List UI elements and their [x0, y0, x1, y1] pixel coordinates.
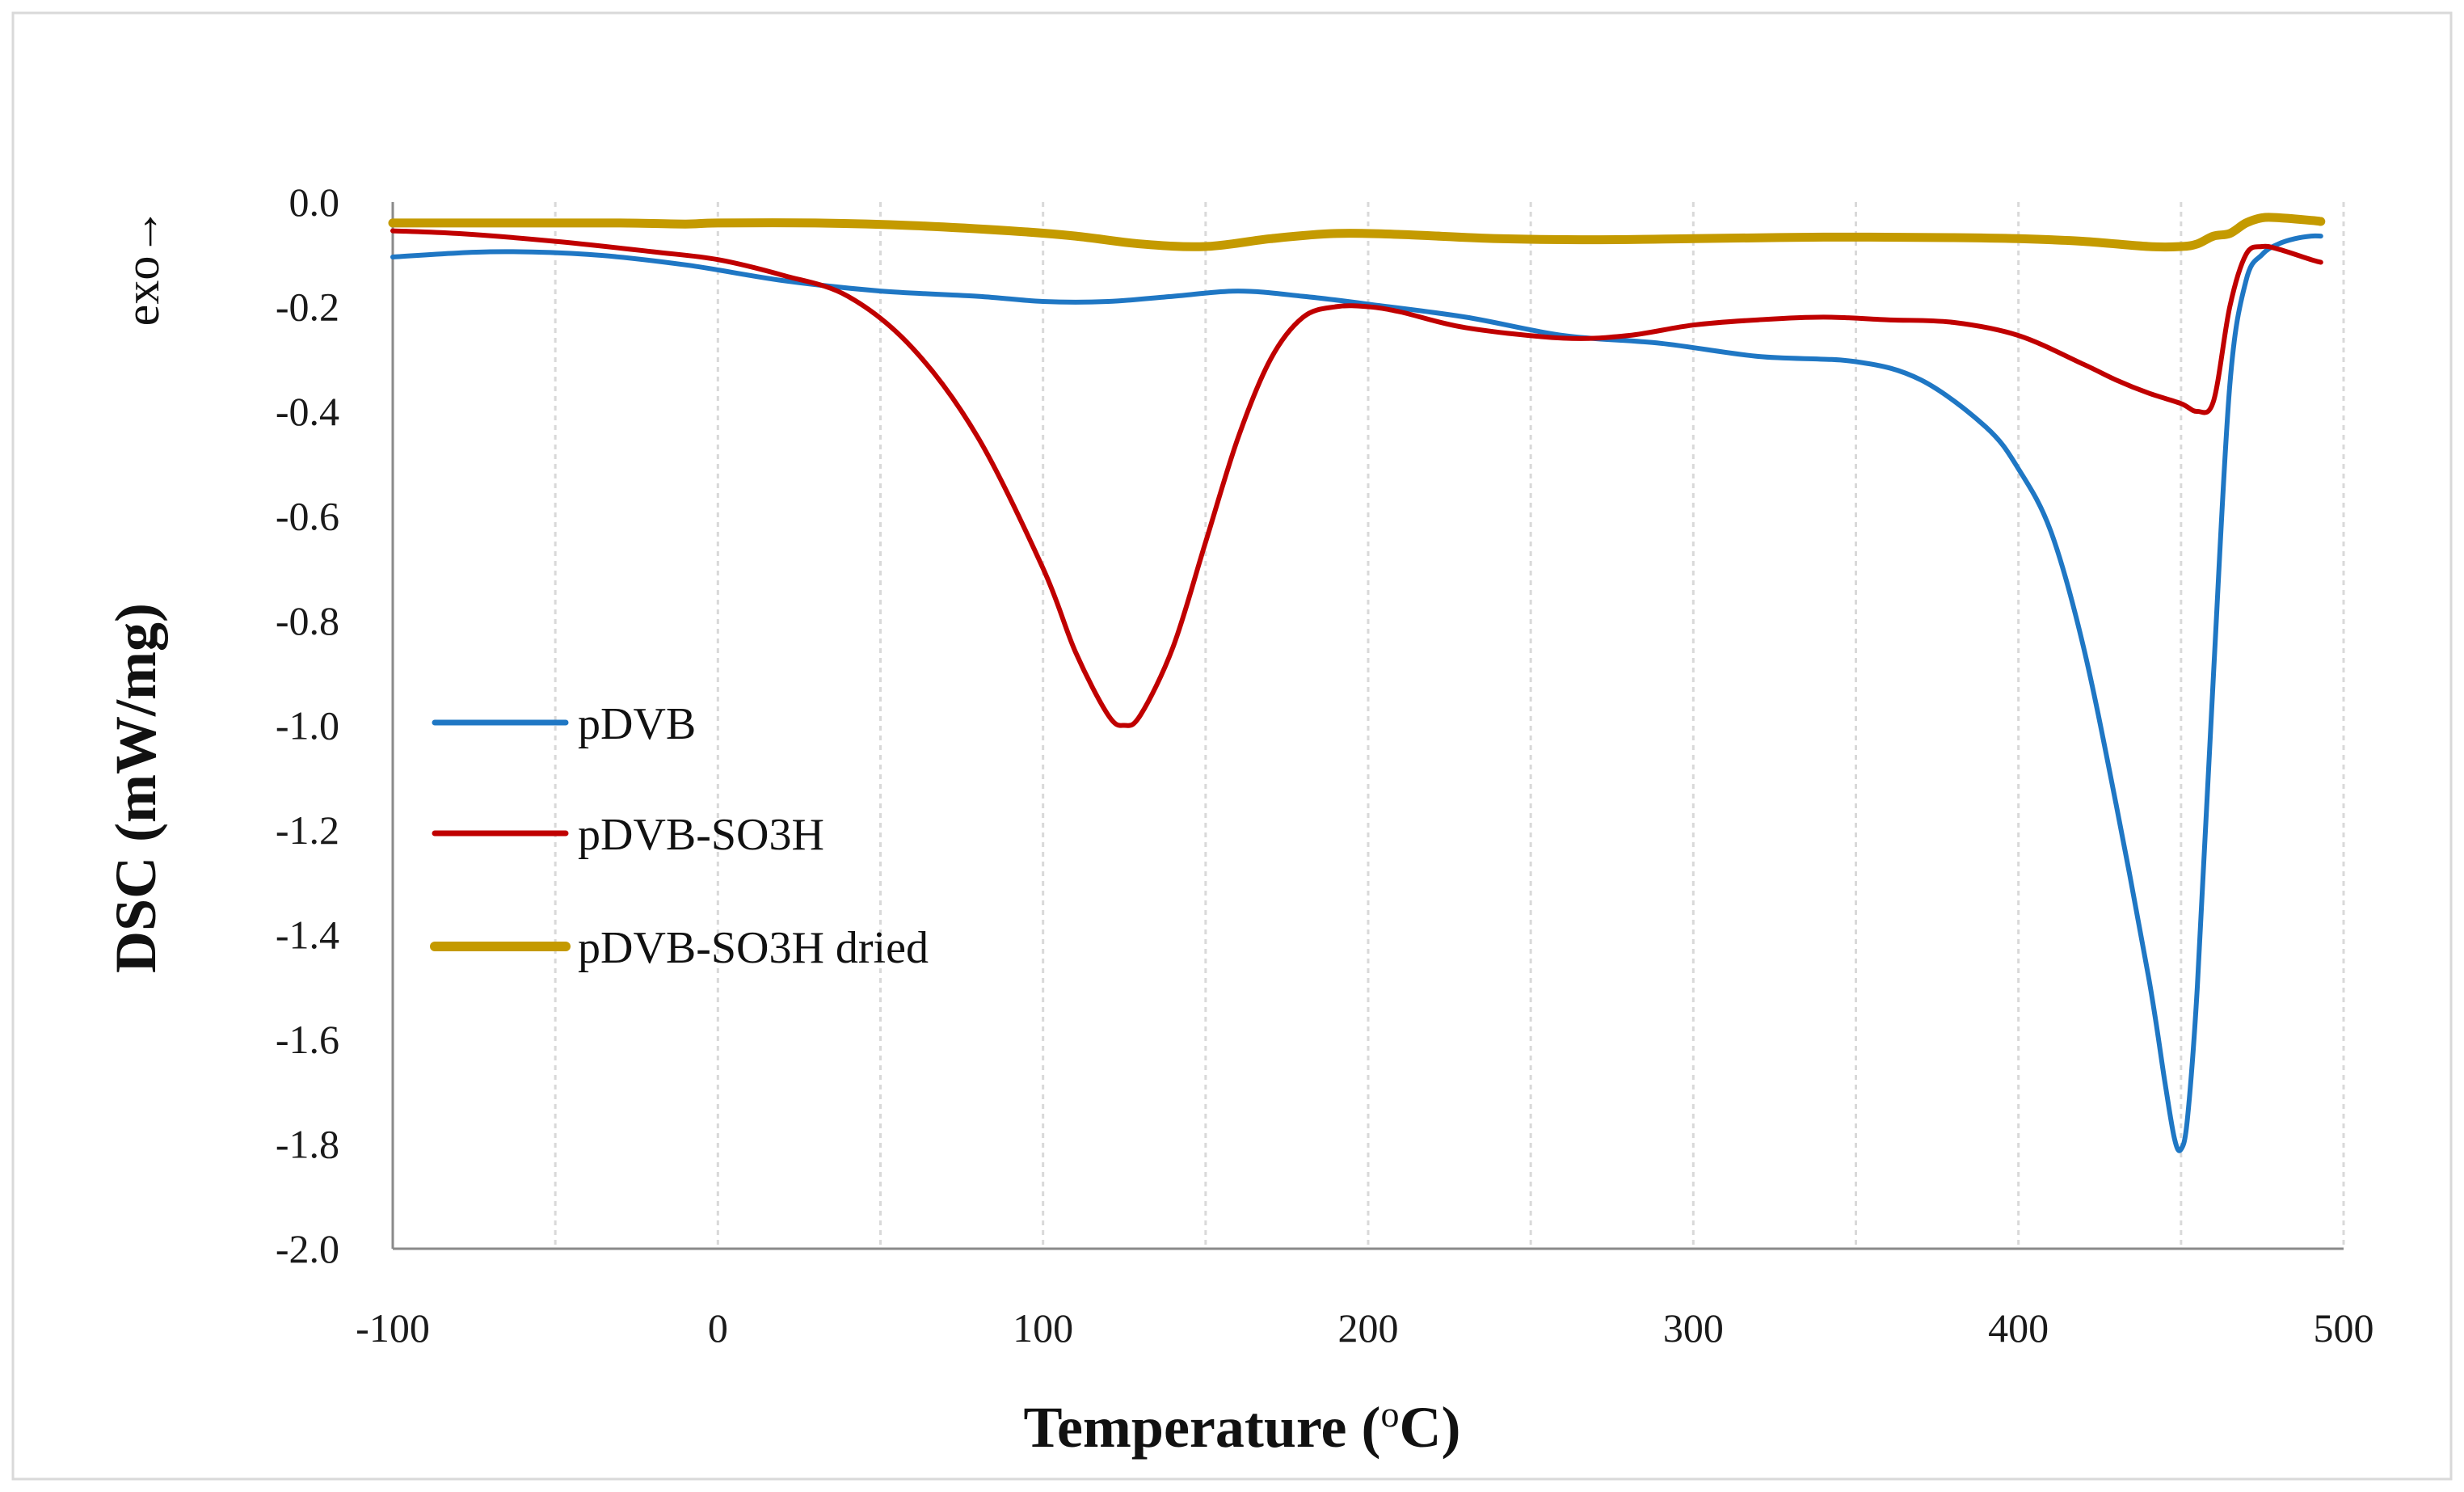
- legend-label-pdvb-so3h-dried: pDVB-SO3H dried: [578, 923, 929, 973]
- x-tick-label: -100: [356, 1305, 430, 1351]
- y-tick-label: -1.8: [276, 1122, 339, 1167]
- series-line-pdvb-so3h: [390, 228, 2323, 728]
- series-line-pdvb-so3h-dried: [388, 213, 2326, 252]
- legend-label-pdvb: pDVB: [578, 699, 696, 749]
- legend: pDVB pDVB-SO3H pDVB-SO3H dried: [430, 699, 929, 973]
- y-tick-label: -2.0: [276, 1226, 339, 1271]
- series-lines: [388, 213, 2326, 1153]
- x-tick-label: 400: [1988, 1305, 2049, 1351]
- y-tick-label: -0.4: [276, 389, 339, 434]
- y-tick-label: -1.0: [276, 703, 339, 748]
- y-tick-label: -0.8: [276, 598, 339, 643]
- x-tick-label: 0: [708, 1305, 728, 1351]
- x-tick-label: 300: [1663, 1305, 1724, 1351]
- y-tick-label: 0.0: [289, 179, 340, 225]
- legend-label-pdvb-so3h: pDVB-SO3H: [578, 810, 824, 860]
- chart-frame: [11, 11, 2453, 1481]
- x-tick-label: 100: [1013, 1305, 1073, 1351]
- y-tick-label: -0.2: [276, 284, 339, 330]
- series-line-pdvb: [390, 233, 2323, 1153]
- y-tick-label: -0.6: [276, 494, 339, 539]
- x-tick-labels: -100 0 100 200 300 400 500: [356, 1305, 2373, 1351]
- y-axis-title: DSC (mW/mg): [103, 603, 168, 973]
- x-axis-title: Temperature (oC): [1024, 1393, 1461, 1460]
- x-tick-label: 200: [1338, 1305, 1399, 1351]
- y-tick-labels: 0.0 -0.2 -0.4 -0.6 -0.8 -1.0 -1.2 -1.4 -1.6 -1.8 -…: [276, 179, 339, 1271]
- y-tick-label: -1.6: [276, 1017, 339, 1062]
- y-tick-label: -1.4: [276, 912, 339, 958]
- y-tick-label: -1.2: [276, 807, 339, 853]
- x-tick-label: 500: [2314, 1305, 2374, 1351]
- exo-direction-label: exo→: [116, 208, 169, 327]
